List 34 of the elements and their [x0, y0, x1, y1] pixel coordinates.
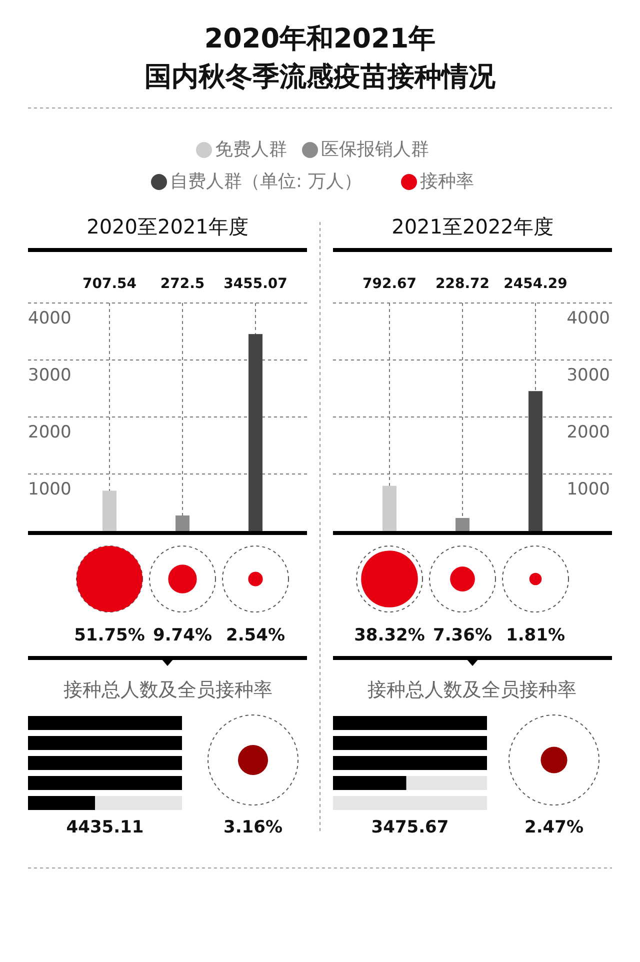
y-tick-label: 2000: [28, 422, 72, 443]
data-label: 4435.11: [66, 818, 144, 838]
y-tick-label: 2000: [566, 422, 610, 443]
data-label: 51.75%: [74, 626, 145, 646]
data-label: 228.72: [435, 276, 490, 292]
y-tick-label: 4000: [28, 308, 72, 329]
legend-label: 自费人群（单位: 万人）: [170, 170, 362, 192]
data-label: 792.67: [362, 276, 417, 292]
y-tick-label: 3000: [566, 366, 610, 386]
legend-label: 接种率: [420, 170, 474, 192]
text: 接种总人数及全员接种率: [368, 679, 576, 702]
y-tick-label: 4000: [566, 308, 610, 329]
data-label: 707.54: [82, 276, 137, 292]
data-label: 3455.07: [224, 276, 288, 292]
text: 国内秋冬季流感疫苗接种情况: [144, 61, 496, 92]
chart-title: 2021至2022年度: [392, 214, 554, 238]
data-label: 38.32%: [354, 626, 425, 646]
data-label: 3475.67: [371, 818, 449, 838]
data-label: 2.47%: [524, 818, 584, 838]
data-label: 2.54%: [226, 626, 285, 646]
data-label: 7.36%: [433, 626, 492, 646]
legend-label: 医保报销人群: [321, 138, 429, 160]
y-tick-label: 1000: [28, 480, 72, 500]
data-label: 2454.29: [504, 276, 568, 292]
y-tick-label: 1000: [566, 480, 610, 500]
data-label: 272.5: [160, 276, 205, 292]
text: 2020年和2021年: [204, 23, 436, 54]
data-label: 9.74%: [153, 626, 212, 646]
data-label: 3.16%: [224, 818, 282, 838]
text: 接种总人数及全员接种率: [64, 679, 272, 702]
legend-label: 免费人群: [215, 138, 287, 160]
y-tick-label: 3000: [28, 366, 72, 386]
data-label: 1.81%: [506, 626, 565, 646]
chart-title: 2020至2021年度: [86, 214, 248, 238]
